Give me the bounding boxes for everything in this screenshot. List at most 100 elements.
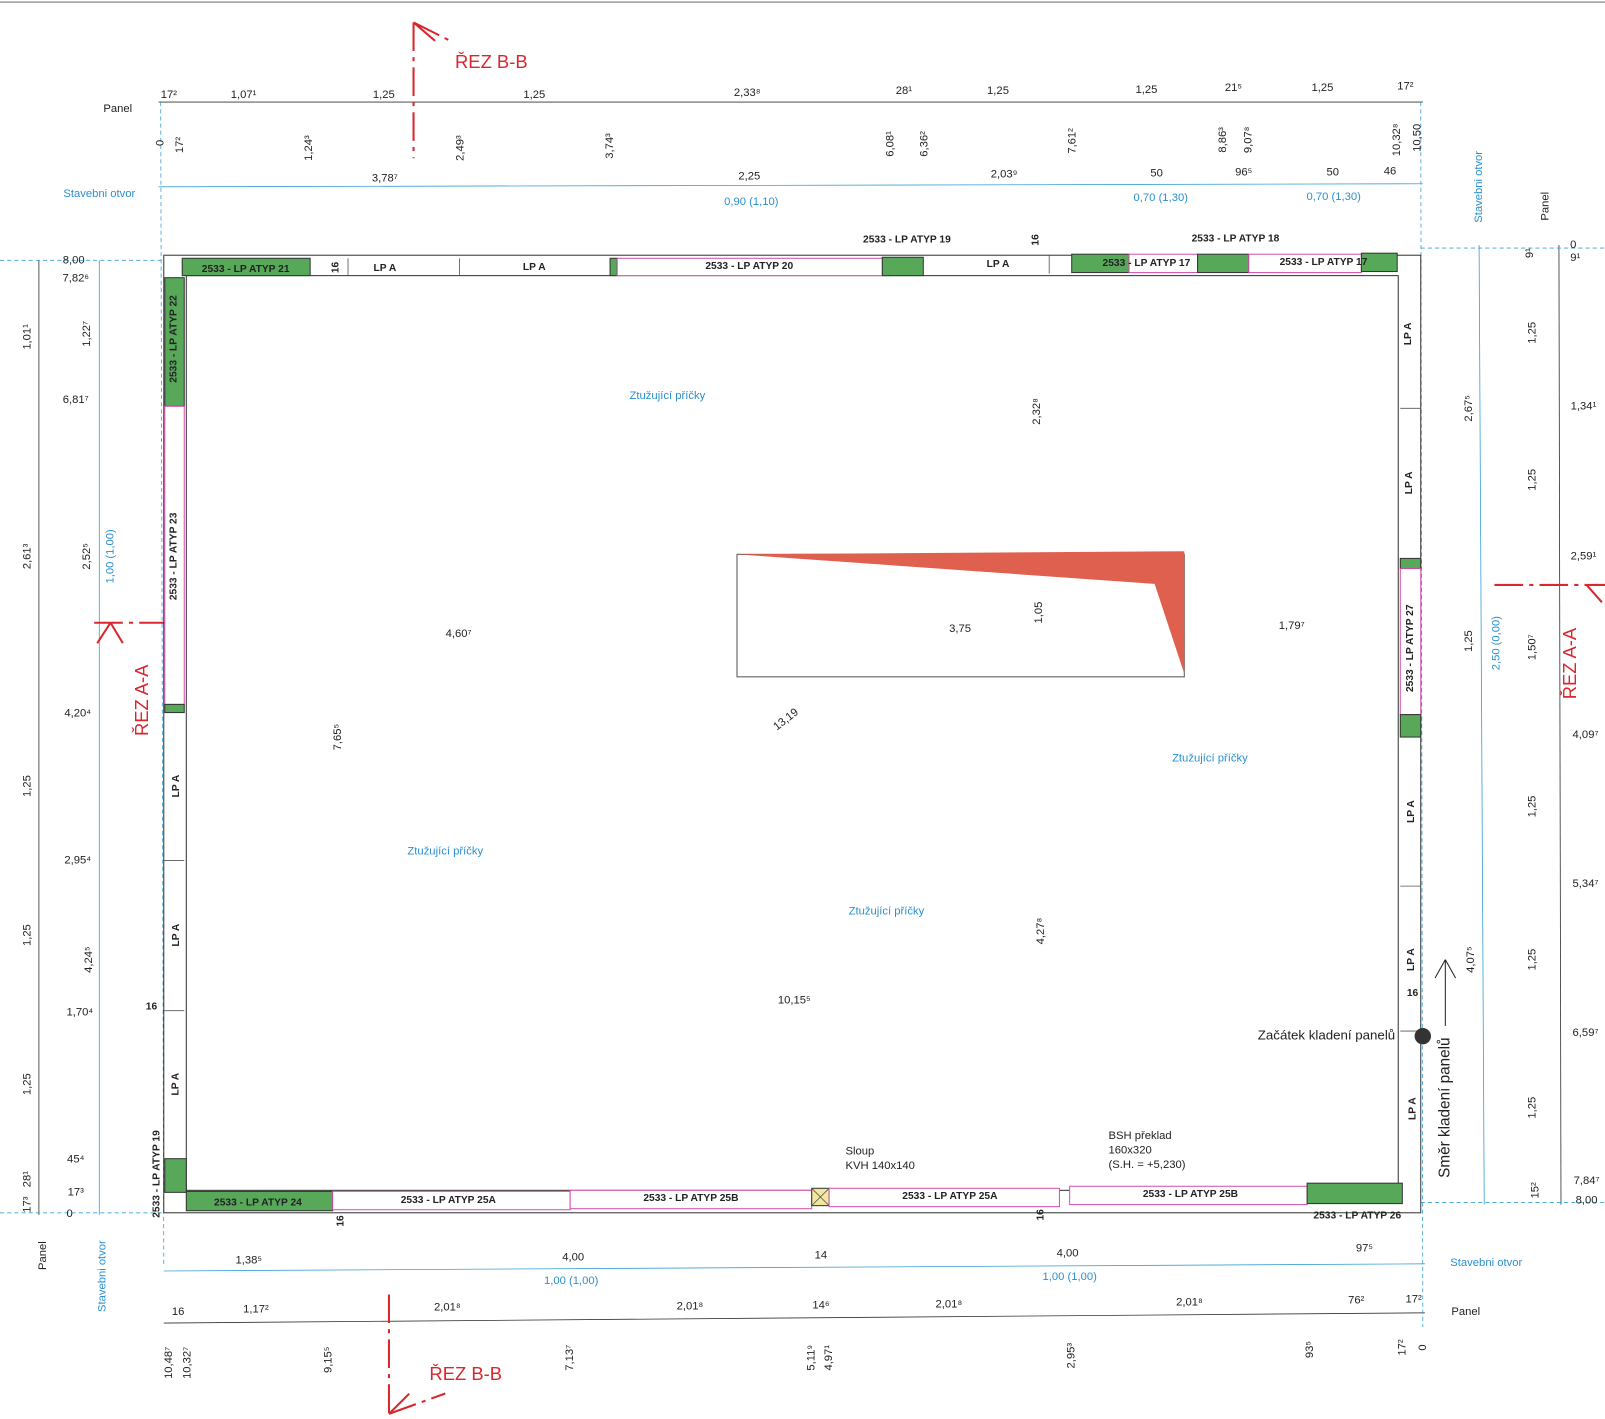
dim-label: 1,25 [1526,796,1538,818]
dim-label: 1,01¹ [22,324,34,350]
dim-label: 0 [1417,1344,1429,1350]
panel-label: 2533 - LP ATYP 25A [401,1195,497,1206]
panel-label: LP A [373,263,396,274]
dim-label: 1,34¹ [1571,400,1597,412]
panel-label: 2533 - LP ATYP 25B [643,1193,738,1204]
dim-label: 0 [66,1208,72,1220]
dim-label: 6,59⁷ [1573,1027,1599,1039]
dim-label: 1,07¹ [231,89,257,101]
dim-label: 97⁵ [1356,1242,1373,1254]
dim-label: 96⁵ [1235,167,1252,179]
dim-label: 8,86³ [1217,127,1229,153]
dim-line [1558,245,1562,1205]
section-label: ŘEZ A-A [1559,627,1580,699]
dim-label: 10,48⁷ [163,1347,175,1379]
dim-label: 1,25 [987,85,1009,97]
dim-label: 0 [155,140,167,146]
side-label: Stavebni otvor [96,1240,108,1312]
brace-note: Ztužující příčky [1172,752,1248,764]
dim-label: 2,95³ [1066,1343,1078,1369]
dim-label: 1,70⁴ [66,1007,93,1019]
dim-label: 17³ [68,1186,85,1198]
section-mark [412,21,451,159]
panel-label: 2533 - LP ATYP 26 [1313,1211,1401,1222]
dim-label: 7,82⁶ [62,273,89,285]
note: KVH 140x140 [845,1160,914,1172]
opening-size: 0,90 (1,10) [724,196,779,208]
side-label: Panel [103,103,132,115]
panel-label: 16 [1036,1209,1047,1221]
start-dot [1414,1028,1431,1045]
dim-label: 46 [1384,165,1397,177]
dim-line [163,1312,1425,1324]
panel-label: LP A [1406,800,1417,823]
dim-label: 1,79⁷ [1279,620,1305,632]
panel-label: 2533 - LP ATYP 27 [1405,604,1416,692]
dim-label: 8,00 [63,254,85,266]
inner-wall [185,275,1399,1191]
brace-note: Ztužující příčky [630,390,706,402]
panel-label: 2533 - LP ATYP 25B [1143,1189,1238,1200]
panel-label: 2533 - LP ATYP 21 [202,264,290,275]
dim-label: 9,07⁸ [1243,126,1255,153]
section-mark [1494,583,1605,603]
dim-label: 1,25 [1526,469,1538,491]
dim-line [158,183,1423,188]
dim-line [163,1263,1425,1272]
dim-label: 28¹ [896,85,913,97]
dim-label: 14⁶ [812,1300,829,1312]
dim-label: 1,25 [1526,322,1538,344]
dim-label: 0 [1570,239,1576,251]
dim-label: 2,01⁸ [434,1302,461,1314]
panel-label: 2533 - LP ATYP 22 [169,295,180,383]
dim-label: 5,34⁷ [1573,878,1599,890]
panel-joint [163,255,1421,1032]
direction-arrow [1434,959,1457,1026]
dim-label: 50 [1150,168,1163,180]
panel [1399,557,1422,570]
dim-label: 17² [161,89,178,101]
dim-label: 3,74³ [604,133,616,159]
dim-label: 15² [1529,1182,1541,1198]
dim-label: 17² [1405,1294,1422,1306]
dim-label: 2,67⁵ [1463,395,1475,421]
dim-label: 2,49³ [455,135,467,161]
dim-label: 4,27⁸ [1035,917,1047,944]
dim-label: 1,25 [22,775,34,797]
dim-label: 1,24³ [303,135,315,161]
side-label: Panel [37,1241,49,1270]
note: 160x320 [1109,1144,1152,1156]
dim-label: 9,15⁵ [323,1347,335,1373]
panel-label: 16 [330,261,341,273]
panel [609,257,618,277]
dim-line [1478,245,1485,1205]
dim-label: 3,75 [949,623,971,635]
dim-label: 45⁴ [67,1154,85,1166]
dim-label: 1,05 [1033,602,1045,624]
panel [164,1158,187,1193]
dim-label: 1,25 [373,89,395,101]
dim-label: 1,17² [243,1304,269,1316]
panel-label: 16 [1407,988,1419,999]
dim-label: 10,15⁵ [778,994,811,1006]
opening-size: 2,50 (0,00) [1490,616,1502,671]
dim-label: 1,25 [22,924,34,946]
labels: ŘEZ B-B ŘEZ B-B ŘEZ A-A ŘEZ A-A Panel Stavebn… [22,51,1600,1384]
note: Sloup [845,1146,874,1158]
panel-label: 2533 - LP ATYP 17 [1280,257,1368,268]
dim-label: 7,13⁷ [564,1345,576,1371]
dim-label: 17² [1397,81,1414,93]
dim-label: 1,25 [1526,1097,1538,1119]
brace-note: Ztužující příčky [849,906,925,918]
dim-label: 6,36² [918,131,930,157]
dim-label: 28¹ [22,1171,34,1187]
dim-label: 3,78⁷ [372,173,398,185]
dim-label: 6,08¹ [884,131,896,157]
panel-label: LP A [1407,1097,1418,1120]
panel-label: LP A [171,774,182,797]
side-label: Panel [1451,1306,1480,1318]
dim-label: 4,60⁷ [446,628,472,640]
dim-label: 1,25 [22,1073,34,1095]
